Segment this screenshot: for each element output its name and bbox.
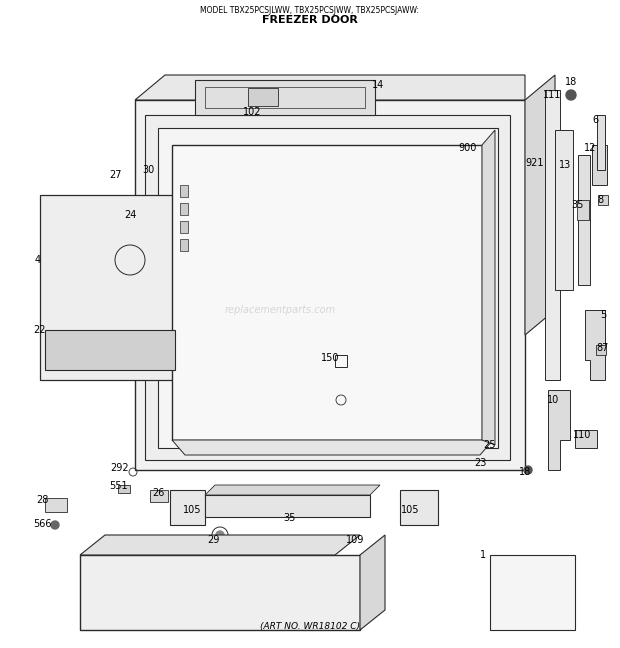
Text: 105: 105 xyxy=(183,505,202,515)
Bar xyxy=(248,88,278,106)
Text: 22: 22 xyxy=(33,325,46,335)
Text: 35: 35 xyxy=(284,513,296,523)
Text: 12: 12 xyxy=(584,143,596,153)
Bar xyxy=(170,490,205,525)
Bar xyxy=(195,80,375,115)
Text: 29: 29 xyxy=(207,535,219,545)
Bar xyxy=(575,430,597,448)
Bar xyxy=(118,485,130,493)
Text: 25: 25 xyxy=(484,440,496,450)
Bar xyxy=(172,145,482,440)
Text: 102: 102 xyxy=(243,107,261,117)
Polygon shape xyxy=(172,440,493,455)
Bar xyxy=(180,203,188,215)
Bar xyxy=(400,490,438,525)
Text: 109: 109 xyxy=(346,535,364,545)
Bar xyxy=(180,239,188,251)
Text: 105: 105 xyxy=(401,505,419,515)
Bar xyxy=(145,115,510,460)
Text: 5: 5 xyxy=(600,310,606,320)
Text: 18: 18 xyxy=(519,467,531,477)
Bar xyxy=(490,555,575,630)
Text: 4: 4 xyxy=(35,255,41,265)
Text: 23: 23 xyxy=(474,458,486,468)
Bar xyxy=(598,195,608,205)
Text: 26: 26 xyxy=(152,488,164,498)
Polygon shape xyxy=(205,485,380,495)
Text: 14: 14 xyxy=(372,80,384,90)
Text: 566: 566 xyxy=(33,519,51,529)
Bar xyxy=(180,185,188,197)
Bar xyxy=(555,130,573,290)
Polygon shape xyxy=(135,75,525,100)
Circle shape xyxy=(524,466,532,474)
Polygon shape xyxy=(360,535,385,630)
Bar xyxy=(205,495,370,517)
Text: 8: 8 xyxy=(597,195,603,205)
Text: 87: 87 xyxy=(597,343,609,353)
Text: 35: 35 xyxy=(571,200,583,210)
Text: 30: 30 xyxy=(142,165,154,175)
Text: 551: 551 xyxy=(108,481,127,491)
Text: 18: 18 xyxy=(565,77,577,87)
Text: 6: 6 xyxy=(592,115,598,125)
Bar xyxy=(578,155,590,285)
Bar xyxy=(205,87,365,108)
Text: 150: 150 xyxy=(321,353,339,363)
Text: 10: 10 xyxy=(547,395,559,405)
Polygon shape xyxy=(80,535,360,555)
Bar xyxy=(596,345,606,355)
Text: 28: 28 xyxy=(36,495,48,505)
Circle shape xyxy=(51,521,59,529)
Bar xyxy=(40,195,185,380)
Text: MODEL TBX25PCSJLWW, TBX25PCSJWW, TBX25PCSJAWW:: MODEL TBX25PCSJLWW, TBX25PCSJWW, TBX25PC… xyxy=(200,6,420,15)
Text: 111: 111 xyxy=(543,90,561,100)
Bar xyxy=(45,498,67,512)
Bar xyxy=(180,221,188,233)
Bar xyxy=(150,490,168,502)
Circle shape xyxy=(216,531,224,539)
Bar xyxy=(577,200,589,220)
Polygon shape xyxy=(548,390,570,470)
Polygon shape xyxy=(585,310,605,380)
Bar xyxy=(80,555,360,630)
Text: 13: 13 xyxy=(559,160,571,170)
Bar xyxy=(45,330,175,370)
Polygon shape xyxy=(482,130,495,445)
Text: replacementparts.com: replacementparts.com xyxy=(224,305,335,315)
Text: FREEZER DOOR: FREEZER DOOR xyxy=(262,15,358,25)
Bar xyxy=(158,128,498,448)
Text: 900: 900 xyxy=(459,143,477,153)
Bar xyxy=(592,145,607,185)
Bar xyxy=(335,355,347,367)
Text: 921: 921 xyxy=(526,158,544,168)
Text: 24: 24 xyxy=(124,210,136,220)
Text: 27: 27 xyxy=(108,170,122,180)
Bar xyxy=(597,115,605,170)
Text: 1: 1 xyxy=(480,550,486,560)
Polygon shape xyxy=(525,75,555,335)
Text: 292: 292 xyxy=(111,463,130,473)
Text: 110: 110 xyxy=(573,430,591,440)
Bar xyxy=(545,90,560,380)
Circle shape xyxy=(566,90,576,100)
Text: (ART NO. WR18102 C): (ART NO. WR18102 C) xyxy=(260,623,360,632)
Bar xyxy=(135,100,525,470)
